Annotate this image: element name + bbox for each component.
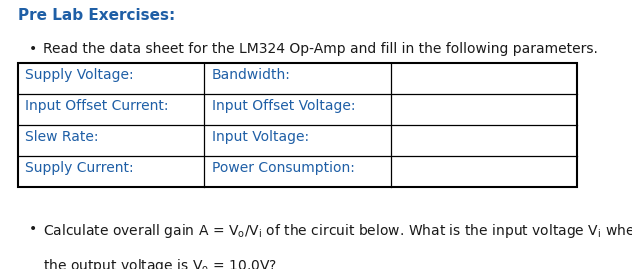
Text: Pre Lab Exercises:: Pre Lab Exercises:	[18, 8, 175, 23]
Text: •: •	[28, 222, 37, 236]
Text: Slew Rate:: Slew Rate:	[25, 130, 99, 144]
Text: Bandwidth:: Bandwidth:	[212, 68, 291, 82]
Text: the output voltage is V$_\mathrm{o}$ = 10.0V?: the output voltage is V$_\mathrm{o}$ = 1…	[43, 257, 277, 269]
Text: Power Consumption:: Power Consumption:	[212, 161, 355, 175]
Text: Supply Voltage:: Supply Voltage:	[25, 68, 134, 82]
Text: Input Offset Voltage:: Input Offset Voltage:	[212, 99, 355, 113]
Text: Calculate overall gain A = V$_\mathrm{o}$/V$_\mathrm{i}$ of the circuit below. W: Calculate overall gain A = V$_\mathrm{o}…	[43, 222, 632, 240]
Text: Supply Current:: Supply Current:	[25, 161, 134, 175]
Text: Read the data sheet for the LM324 Op-Amp and fill in the following parameters.: Read the data sheet for the LM324 Op-Amp…	[43, 42, 598, 56]
Text: •: •	[28, 42, 37, 56]
Bar	[18, 63, 577, 187]
Text: Input Voltage:: Input Voltage:	[212, 130, 309, 144]
Text: Input Offset Current:: Input Offset Current:	[25, 99, 169, 113]
